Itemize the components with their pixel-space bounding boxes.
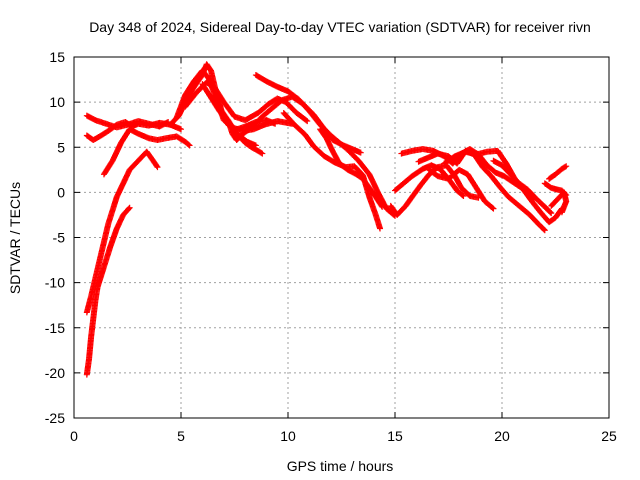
x-tick-label: 20	[494, 428, 510, 444]
y-tick-label: -25	[45, 410, 65, 426]
data-point	[126, 204, 133, 211]
y-tick-label: -20	[45, 365, 65, 381]
series-arc-2	[83, 148, 161, 316]
data-point	[489, 204, 496, 211]
data-point	[252, 142, 259, 149]
data-point	[259, 150, 266, 157]
data-point	[541, 227, 548, 234]
y-tick-label: 15	[49, 49, 65, 65]
data-point	[258, 149, 265, 156]
data-points	[83, 61, 570, 378]
series-arc-14	[317, 126, 386, 210]
data-point	[357, 149, 364, 156]
x-tick-label: 5	[177, 428, 185, 444]
data-point	[460, 192, 467, 199]
grid-lines	[74, 57, 609, 418]
series-arc-4	[83, 112, 172, 131]
series-arc-21	[490, 157, 555, 217]
data-point	[562, 163, 569, 170]
data-point	[379, 203, 386, 210]
y-tick-label: 10	[49, 94, 65, 110]
series-arc-8	[182, 79, 311, 125]
data-point	[154, 164, 161, 171]
data-point	[563, 163, 570, 170]
data-point	[490, 205, 497, 212]
series-arc-16	[392, 162, 467, 199]
x-axis-label: GPS time / hours	[287, 458, 394, 474]
x-tick-label: 25	[601, 428, 617, 444]
data-point	[563, 192, 570, 199]
y-tick-label: -5	[53, 230, 66, 246]
data-point	[548, 210, 555, 217]
x-tick-label: 15	[387, 428, 403, 444]
series-arc-19	[426, 166, 497, 212]
data-point	[303, 117, 310, 124]
x-tick-label: 0	[70, 428, 78, 444]
data-point	[153, 163, 160, 170]
data-point	[377, 225, 384, 232]
chart-title: Day 348 of 2024, Sidereal Day-to-day VTE…	[89, 19, 591, 35]
data-point	[562, 191, 569, 198]
y-tick-label: -15	[45, 320, 65, 336]
data-point	[186, 142, 193, 149]
data-point	[304, 118, 311, 125]
series-arc-23	[541, 180, 570, 199]
data-point	[540, 226, 547, 233]
data-point	[459, 192, 466, 199]
axis-ticks: 0 5 10 15 20 25 -25 -20 -15 -10 -5 0 5 10 15	[45, 49, 617, 444]
series-arc-24	[546, 163, 570, 182]
y-tick-label: 5	[57, 139, 65, 155]
data-point	[547, 209, 554, 216]
y-axis-label: SDTVAR / TECUs	[7, 182, 23, 294]
data-point	[125, 205, 132, 212]
data-point	[558, 209, 565, 216]
data-point	[185, 141, 192, 148]
y-tick-label: -10	[45, 275, 65, 291]
data-point	[378, 202, 385, 209]
series-arc-5	[100, 126, 193, 178]
data-point	[178, 126, 184, 133]
y-tick-label: 0	[57, 184, 65, 200]
x-tick-label: 10	[280, 428, 296, 444]
